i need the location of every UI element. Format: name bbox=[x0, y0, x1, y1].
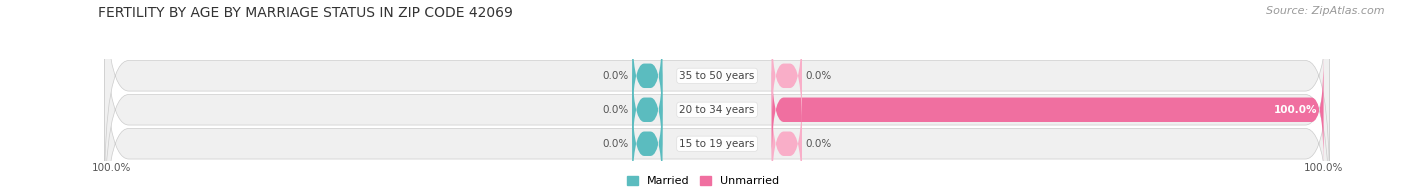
Text: FERTILITY BY AGE BY MARRIAGE STATUS IN ZIP CODE 42069: FERTILITY BY AGE BY MARRIAGE STATUS IN Z… bbox=[98, 6, 513, 20]
Text: 0.0%: 0.0% bbox=[806, 139, 831, 149]
FancyBboxPatch shape bbox=[633, 20, 662, 132]
Text: 100.0%: 100.0% bbox=[1274, 105, 1317, 115]
Text: 35 to 50 years: 35 to 50 years bbox=[679, 71, 755, 81]
FancyBboxPatch shape bbox=[772, 20, 801, 132]
Text: 100.0%: 100.0% bbox=[1303, 163, 1343, 173]
FancyBboxPatch shape bbox=[104, 23, 1330, 196]
FancyBboxPatch shape bbox=[772, 88, 801, 196]
Legend: Married, Unmarried: Married, Unmarried bbox=[621, 171, 785, 191]
FancyBboxPatch shape bbox=[104, 0, 1330, 196]
Text: 0.0%: 0.0% bbox=[603, 105, 628, 115]
Text: 0.0%: 0.0% bbox=[603, 139, 628, 149]
Text: 100.0%: 100.0% bbox=[91, 163, 131, 173]
FancyBboxPatch shape bbox=[104, 0, 1330, 196]
FancyBboxPatch shape bbox=[633, 88, 662, 196]
Text: 20 to 34 years: 20 to 34 years bbox=[679, 105, 755, 115]
Text: 0.0%: 0.0% bbox=[806, 71, 831, 81]
FancyBboxPatch shape bbox=[633, 54, 662, 165]
Text: 0.0%: 0.0% bbox=[603, 71, 628, 81]
Text: Source: ZipAtlas.com: Source: ZipAtlas.com bbox=[1267, 6, 1385, 16]
Text: 15 to 19 years: 15 to 19 years bbox=[679, 139, 755, 149]
FancyBboxPatch shape bbox=[772, 54, 1323, 165]
